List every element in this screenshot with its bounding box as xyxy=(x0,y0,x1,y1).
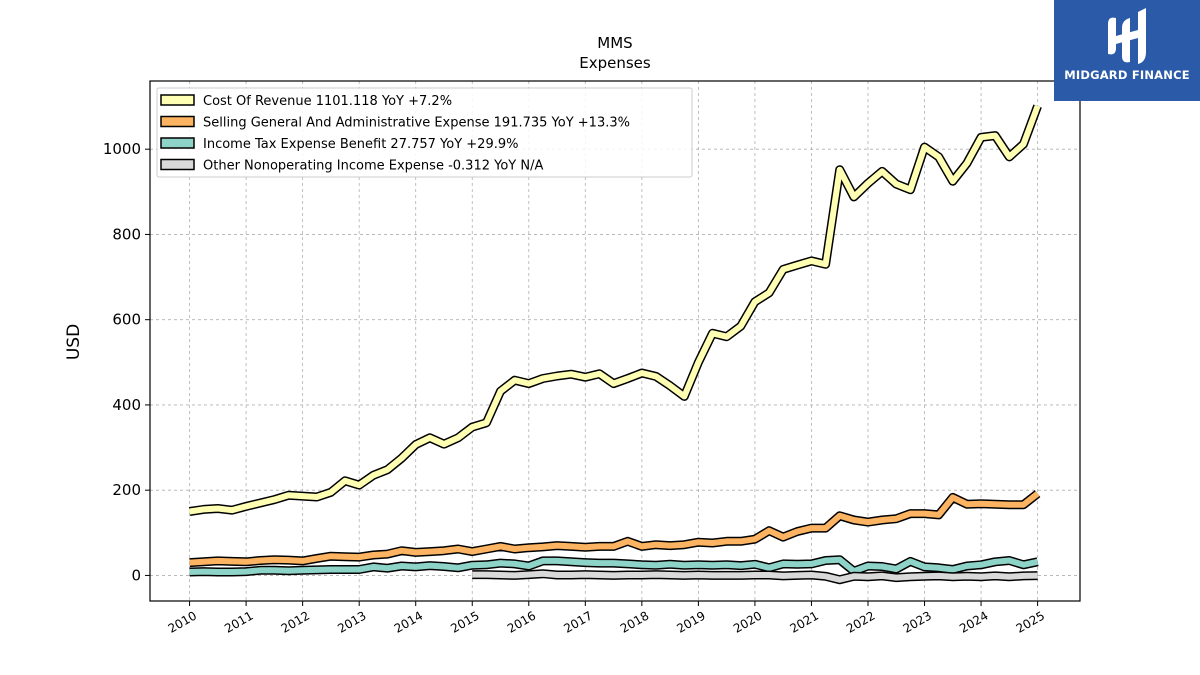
x-tick-label: 2014 xyxy=(392,608,425,635)
x-tick-label: 2010 xyxy=(166,608,199,635)
series-outline-selling-general-and-administrative-expense xyxy=(189,490,1041,568)
legend-label: Cost Of Revenue 1101.118 YoY +7.2% xyxy=(203,94,452,109)
series-line-other-nonoperating-income-expense xyxy=(472,570,1038,583)
y-tick-label: 0 xyxy=(131,566,141,584)
y-tick-label: 600 xyxy=(112,311,141,329)
logo-icon xyxy=(1108,8,1146,64)
series-line-cost-of-revenue xyxy=(189,105,1041,515)
chart-subtitle: Expenses xyxy=(579,54,651,72)
legend-swatch xyxy=(160,158,195,171)
x-tick-label: 2022 xyxy=(844,608,877,635)
x-tick-label: 2018 xyxy=(618,608,651,635)
x-tick-label: 2017 xyxy=(561,608,594,635)
brand-name: MIDGARD FINANCE xyxy=(1064,68,1190,82)
x-tick-label: 2013 xyxy=(335,608,368,635)
legend-swatch xyxy=(160,115,195,128)
x-tick-label: 2020 xyxy=(731,608,764,635)
y-tick-label: 1000 xyxy=(103,140,141,158)
x-tick-label: 2024 xyxy=(957,608,990,635)
legend-label: Income Tax Expense Benefit 27.757 YoY +2… xyxy=(203,137,518,152)
x-tick-label: 2021 xyxy=(788,608,821,635)
chart-title: MMS xyxy=(597,34,632,52)
legend-swatch xyxy=(160,94,195,106)
x-tick-label: 2019 xyxy=(674,608,707,635)
series-line-income-tax-expense-benefit xyxy=(189,556,1039,575)
x-tick-label: 2016 xyxy=(505,608,538,635)
legend: Cost Of Revenue 1101.118 YoY +7.2% Sellin… xyxy=(156,87,693,178)
brand-logo: MIDGARD FINANCE xyxy=(1054,0,1200,101)
series-line-selling-general-and-administrative-expense xyxy=(189,491,1040,566)
y-tick-label: 200 xyxy=(112,481,141,499)
y-tick-label: 400 xyxy=(112,396,141,414)
legend-swatch xyxy=(160,137,195,149)
legend-label: Selling General And Administrative Expen… xyxy=(203,116,630,131)
x-tick-label: 2015 xyxy=(448,608,481,635)
series-lines xyxy=(188,104,1042,585)
x-tick-label: 2011 xyxy=(222,608,255,635)
y-axis-label: USD xyxy=(64,324,84,360)
legend-box xyxy=(156,87,693,178)
plot-frame xyxy=(149,80,1081,602)
x-tick-label: 2023 xyxy=(901,608,934,635)
y-tick-label: 800 xyxy=(112,225,141,243)
legend-label: Other Nonoperating Income Expense -0.312… xyxy=(203,159,543,174)
x-tick-label: 2025 xyxy=(1014,608,1047,635)
x-tick-label: 2012 xyxy=(279,608,312,635)
